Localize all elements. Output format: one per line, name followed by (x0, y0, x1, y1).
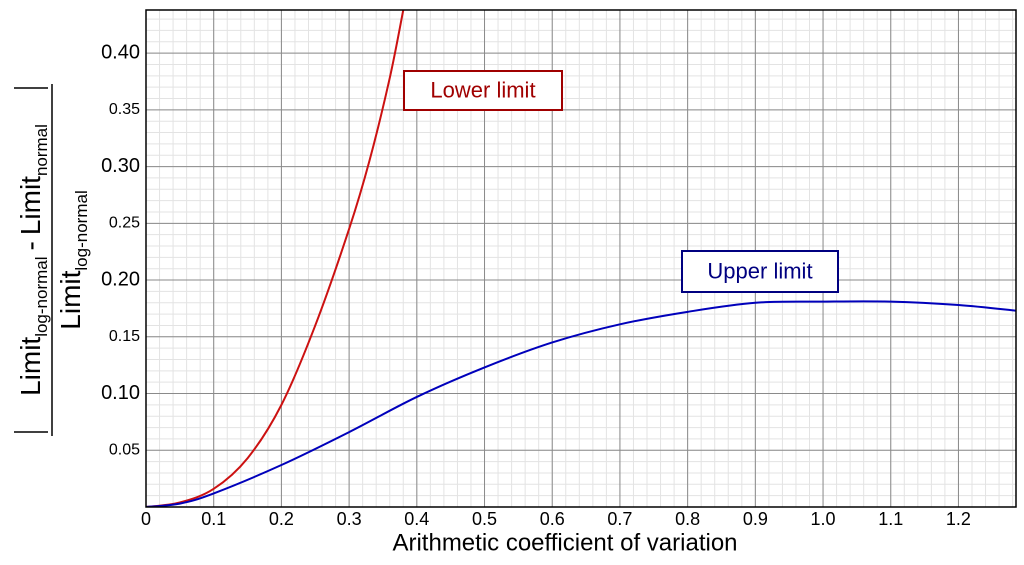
legend-box (403, 70, 563, 111)
y-tick-label: 0.35 (109, 101, 140, 118)
legend-box (681, 250, 839, 293)
y-tick-label: 0.10 (101, 382, 140, 404)
y-tick-label: 0.30 (101, 155, 140, 177)
y-label-part: log-normal (32, 256, 51, 336)
legend: Lower limit Upper limit (403, 70, 839, 293)
y-label-part: Limit (15, 176, 46, 235)
x-tick-label: 1.1 (878, 509, 903, 529)
major-grid (145, 10, 1016, 507)
x-tick-label: 0.6 (540, 509, 565, 529)
x-tick-label: 1.2 (946, 509, 971, 529)
y-label-part: - (15, 241, 46, 250)
x-axis-label: Arithmetic coefficient of variation (392, 529, 737, 556)
y-axis-label: Limitlog-normal-Limitnormal Limitlog-nor… (14, 84, 91, 436)
y-tick-label: 0.15 (109, 328, 140, 345)
x-tick-label: 0.3 (337, 509, 362, 529)
x-tick-label: 0.4 (404, 509, 429, 529)
x-tick-label: 0 (141, 509, 151, 529)
minor-grid (145, 10, 1016, 508)
y-label-part: log-normal (72, 190, 91, 270)
y-label-denominator: Limitlog-normal (55, 190, 91, 329)
x-tick-label: 0.9 (743, 509, 768, 529)
x-tick-label: 1.0 (811, 509, 836, 529)
x-tick-label: 0.1 (201, 509, 226, 529)
x-tick-label: 0.2 (269, 509, 294, 529)
y-tick-label: 0.25 (109, 215, 140, 232)
y-label-numerator: Limitlog-normal-Limitnormal (15, 124, 51, 396)
x-tick-label: 0.7 (607, 509, 632, 529)
labels: 0 0.1 0.2 0.3 0.4 0.5 0.6 0.7 0.8 0.9 1.0 1.1 1.2 0.0… (101, 41, 971, 528)
data-line (146, 300, 1016, 507)
y-label-part: Limit (55, 270, 86, 329)
y-tick-label: 0.05 (109, 441, 140, 458)
plot-lines (146, 10, 1016, 507)
y-tick-label: 0.20 (101, 268, 140, 290)
y-tick-label: 0.40 (101, 41, 140, 63)
legend-label: Upper limit (707, 258, 812, 283)
data-line (146, 10, 405, 507)
x-tick-label: 0.8 (675, 509, 700, 529)
legend-label: Lower limit (430, 77, 535, 102)
plot-frame (145, 9, 1017, 508)
y-label-part: Limit (15, 337, 46, 396)
x-tick-label: 0.5 (472, 509, 497, 529)
y-label-part: normal (32, 124, 51, 176)
